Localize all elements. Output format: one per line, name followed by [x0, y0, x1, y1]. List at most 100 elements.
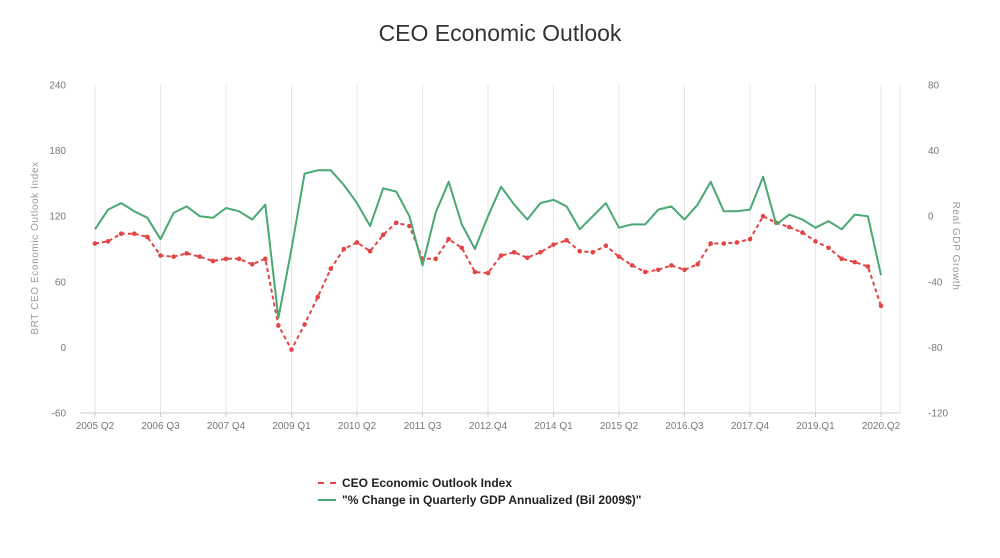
data-point-index	[407, 223, 412, 229]
data-point-index	[341, 246, 347, 252]
data-point-index	[158, 253, 163, 258]
right-axis-title: Real GDP Growth	[950, 202, 961, 291]
x-axis-tick-label: 2007 Q4	[207, 421, 246, 432]
data-point-index	[289, 347, 294, 352]
data-point-index	[145, 234, 150, 240]
x-axis-tick-label: 2020.Q2	[862, 421, 901, 432]
legend-swatch-gdp	[318, 497, 336, 503]
data-point-index	[603, 243, 609, 249]
data-point-index	[865, 264, 871, 269]
left-axis-tick-label: 60	[55, 277, 67, 288]
data-point-index	[511, 249, 517, 255]
data-point-index	[459, 245, 465, 251]
data-point-index	[132, 231, 137, 236]
data-point-index	[105, 239, 111, 244]
data-point-index	[328, 266, 334, 271]
x-axis-tick-label: 2009 Q1	[272, 421, 311, 432]
data-point-index	[525, 255, 530, 261]
left-axis-tick-label: -60	[52, 409, 67, 420]
data-point-index	[354, 240, 360, 245]
data-point-index	[760, 213, 766, 219]
data-point-index	[433, 256, 438, 262]
right-axis-tick-label: 80	[928, 81, 940, 92]
data-point-index	[315, 294, 321, 300]
legend-item-gdp[interactable]: "% Change in Quarterly GDP Annualized (B…	[318, 491, 641, 508]
data-point-index	[852, 259, 858, 265]
data-point-index	[118, 231, 124, 236]
x-axis-tick-label: 2019.Q1	[796, 421, 835, 432]
data-point-index	[682, 267, 687, 273]
right-axis-tick-label: -120	[928, 409, 948, 420]
data-point-index	[695, 262, 700, 267]
x-axis-tick-label: 2010 Q2	[338, 421, 377, 432]
data-point-index	[276, 323, 281, 328]
data-point-index	[826, 245, 831, 251]
data-point-index	[839, 256, 844, 262]
grid-lines	[80, 85, 901, 414]
x-axis-tick-label: 2012.Q4	[469, 421, 508, 432]
legend-swatch-index	[318, 480, 336, 486]
x-axis-tick-label: 2005 Q2	[76, 421, 115, 432]
data-point-index	[656, 267, 661, 273]
data-point-index	[721, 241, 727, 246]
data-point-index	[223, 256, 229, 262]
data-point-index	[394, 220, 399, 226]
data-point-index	[367, 248, 373, 254]
legend-label-index: CEO Economic Outlook Index	[342, 475, 513, 490]
left-axis-title: BRT CEO Economic Outlook Index	[30, 161, 41, 334]
data-point-index	[538, 249, 543, 255]
data-point-index	[629, 263, 635, 268]
data-point-index	[577, 248, 582, 254]
left-axis-tick-label: 180	[49, 146, 66, 157]
data-point-index	[787, 224, 792, 230]
chart-title: CEO Economic Outlook	[378, 20, 622, 46]
legend-item-index[interactable]: CEO Economic Outlook Index	[318, 474, 641, 491]
legend-label-gdp: "% Change in Quarterly GDP Annualized (B…	[342, 492, 642, 507]
data-point-index	[734, 240, 740, 245]
x-axis-tick-label: 2014 Q1	[534, 421, 573, 432]
data-point-index	[708, 241, 713, 246]
data-point-index	[800, 230, 805, 235]
data-point-index	[92, 241, 98, 246]
x-axis-tick-label: 2011 Q3	[404, 421, 442, 432]
data-point-index	[747, 236, 753, 242]
right-axis-tick-label: -80	[928, 343, 943, 354]
right-axis-ticks: -120 -80 -40 0 40 80	[928, 81, 948, 420]
data-point-index	[642, 269, 648, 275]
right-axis-tick-label: 0	[928, 212, 934, 223]
left-axis-ticks: -60 0 60 120 180 240	[49, 81, 66, 420]
data-point-index	[616, 254, 622, 259]
data-point-index	[197, 254, 203, 259]
data-point-index	[210, 258, 216, 264]
x-axis-tick-label: 2015 Q2	[600, 421, 639, 432]
series-lines	[92, 169, 884, 352]
x-axis-tick-label: 2006 Q3	[141, 421, 180, 432]
data-point-index	[485, 270, 491, 276]
legend: CEO Economic Outlook Index "% Change in …	[318, 474, 641, 508]
data-point-index	[878, 303, 884, 309]
data-point-index	[380, 232, 386, 238]
data-point-index	[564, 237, 569, 243]
data-point-index	[171, 254, 176, 259]
data-point-index	[236, 256, 242, 262]
x-axis-tick-label: 2017.Q4	[731, 421, 770, 432]
data-point-index	[184, 251, 189, 256]
data-point-index	[263, 256, 268, 262]
data-point-index	[302, 322, 307, 327]
data-point-index	[669, 263, 674, 268]
data-point-index	[249, 262, 255, 267]
data-point-index	[590, 249, 596, 255]
left-axis-tick-label: 240	[49, 81, 66, 92]
left-axis-tick-label: 0	[60, 343, 66, 354]
right-axis-tick-label: -40	[928, 277, 943, 288]
left-axis-tick-label: 120	[49, 212, 66, 223]
series-line-gdp	[94, 169, 882, 319]
right-axis-tick-label: 40	[928, 146, 940, 157]
data-point-index	[498, 253, 504, 258]
data-point-index	[446, 236, 452, 242]
x-axis-ticks: 2005 Q2 2006 Q3 2007 Q4 2009 Q1 2010 Q2 2011 …	[76, 413, 901, 432]
data-point-index	[813, 239, 818, 244]
data-point-index	[472, 269, 478, 275]
x-axis-tick-label: 2016.Q3	[665, 421, 704, 432]
